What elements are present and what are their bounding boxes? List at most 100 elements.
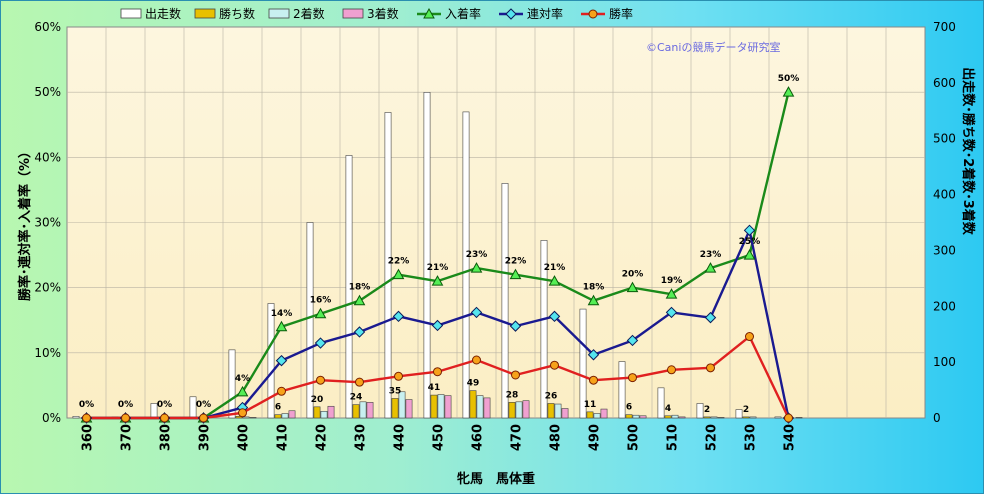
marker-連対率	[743, 224, 756, 237]
legend-label-入着率: 入着率	[445, 6, 481, 21]
marker-入着率	[743, 249, 756, 260]
marker-連対率	[665, 306, 678, 319]
bar-勝ち数	[703, 416, 711, 419]
legend-label-2着数: 2着数	[293, 6, 325, 21]
legend-label-出走数: 出走数	[145, 6, 181, 21]
legend: 出走数 勝ち数 2着数 3着数 入着率 連対率 勝率	[120, 6, 633, 21]
bar-2着数	[554, 403, 562, 419]
line-data-label: 0%	[118, 400, 133, 410]
y-left-tick-label: 40%	[34, 150, 61, 164]
bar-出走数	[618, 361, 626, 419]
marker-連対率	[704, 311, 717, 324]
marker-勝率	[472, 355, 481, 365]
y-right-tick-label: 100	[933, 355, 956, 369]
legend-swatch-出走数	[120, 8, 142, 19]
marker-入着率	[782, 86, 795, 97]
bar-出走数	[501, 183, 509, 419]
line-data-label: 0%	[196, 400, 211, 410]
marker-勝率	[550, 360, 559, 370]
axes-group: 0%10%20%30%40%50%60%01002003004005006007…	[34, 20, 956, 451]
bar-3着数	[405, 399, 413, 419]
legend-label-連対率: 連対率	[527, 6, 563, 21]
bar-出走数	[306, 222, 314, 419]
line-data-label: 19%	[661, 276, 683, 286]
bar-2着数	[437, 394, 445, 419]
marker-連対率	[626, 334, 639, 347]
marker-勝率	[121, 413, 130, 423]
marker-入着率	[548, 275, 561, 286]
bar-2着数	[710, 416, 718, 419]
x-tick-label: 540	[783, 424, 798, 451]
legend-marker-勝率	[588, 9, 598, 19]
y-left-tick-label: 60%	[34, 20, 61, 34]
bar-出走数	[72, 416, 80, 419]
marker-入着率	[275, 320, 288, 332]
y-right-tick-label: 600	[933, 76, 956, 90]
bar-3着数	[639, 415, 647, 419]
bar-2着数	[632, 414, 640, 419]
marker-入着率	[314, 307, 327, 319]
bar-勝ち数	[625, 414, 633, 419]
marker-連対率	[392, 310, 405, 323]
line-data-label: 4%	[235, 374, 250, 384]
line-data-label: 16%	[310, 296, 332, 306]
line-data-label: 50%	[778, 74, 800, 84]
bar-勝ち数	[547, 403, 555, 419]
bar-勝ち数	[430, 394, 438, 419]
bar-data-label: 6	[626, 403, 632, 413]
bar-2着数	[593, 413, 601, 419]
x-tick-label: 480	[549, 424, 564, 451]
y-right-tick-label: 300	[933, 243, 956, 257]
y-left-axis-title: 勝率･連対率･入着率（%）	[17, 145, 33, 301]
bar-data-label: 24	[350, 393, 363, 403]
line-data-label: 22%	[505, 257, 527, 267]
marker-連対率	[275, 354, 288, 367]
line-data-label: 0%	[157, 400, 172, 410]
bar-出走数	[696, 403, 704, 419]
bar-3着数	[249, 417, 257, 419]
x-tick-label: 410	[276, 424, 291, 451]
y-left-tick-label: 50%	[34, 85, 61, 99]
bar-勝ち数	[664, 415, 672, 419]
bar-2着数	[515, 401, 523, 419]
marker-勝率	[238, 408, 247, 418]
line-data-label: 18%	[349, 283, 371, 293]
bar-勝ち数	[586, 411, 594, 419]
legend-marker-入着率	[423, 7, 435, 19]
x-tick-label: 530	[744, 424, 759, 451]
line-data-label: 22%	[388, 257, 410, 267]
marker-勝率	[277, 386, 286, 396]
marker-勝率	[784, 413, 793, 423]
marker-入着率	[353, 294, 366, 306]
bar-data-label: 2	[743, 405, 749, 415]
bar-出走数	[657, 387, 665, 419]
line-data-label: 21%	[544, 263, 566, 273]
bar-出走数	[774, 416, 782, 419]
bar-出走数	[540, 240, 548, 419]
x-tick-label: 510	[666, 424, 681, 451]
bar-data-label: 28	[506, 390, 519, 400]
lines-group	[80, 86, 795, 424]
y-right-tick-label: 700	[933, 20, 956, 34]
x-tick-label: 360	[81, 424, 96, 451]
bar-3着数	[600, 408, 608, 419]
x-tick-label: 490	[588, 424, 603, 451]
legend-label-3着数: 3着数	[367, 6, 399, 21]
bar-data-label: 4	[665, 404, 671, 414]
bar-出走数	[345, 155, 353, 419]
y-left-tick-label: 10%	[34, 346, 61, 360]
bar-2着数	[281, 413, 289, 419]
marker-入着率	[509, 268, 522, 280]
marker-入着率	[626, 281, 639, 293]
bar-2着数	[359, 401, 367, 419]
line-data-label: 14%	[271, 309, 293, 319]
marker-入着率	[392, 268, 405, 280]
line-data-label: 23%	[700, 250, 722, 260]
x-tick-label: 460	[471, 424, 486, 451]
marker-連対率	[509, 320, 522, 332]
bar-出走数	[228, 349, 236, 419]
bar-出走数	[579, 308, 587, 419]
bar-data-label: 6	[275, 403, 281, 413]
